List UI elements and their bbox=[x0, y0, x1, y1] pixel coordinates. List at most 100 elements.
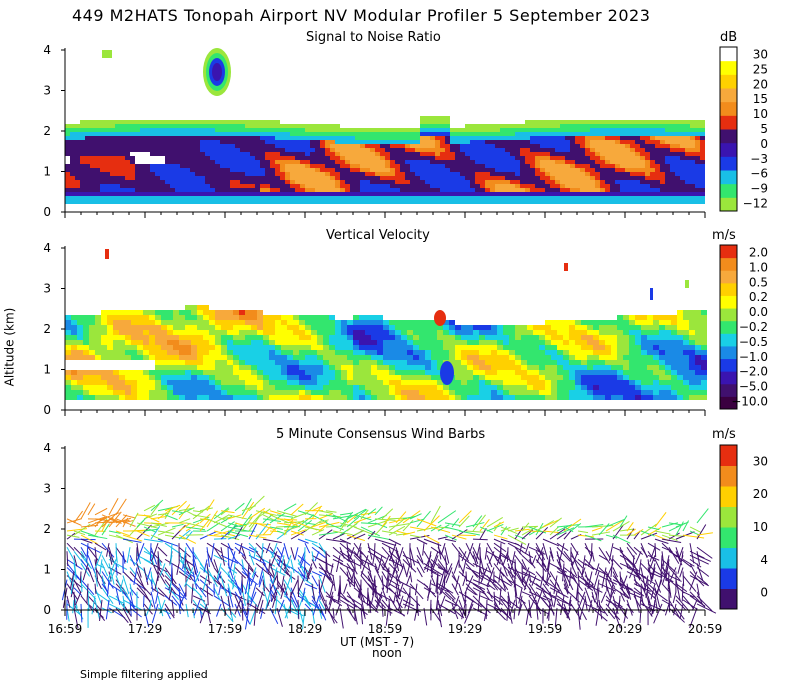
wind-colorbar-label: 0 bbox=[760, 586, 768, 600]
y-tick-label: 2 bbox=[43, 322, 51, 336]
snr-colorbar-label: 15 bbox=[753, 92, 768, 106]
vv-colorbar-segment bbox=[720, 257, 737, 271]
vv-colorbar-label: −10.0 bbox=[731, 395, 768, 409]
wind-colorbar bbox=[719, 444, 738, 610]
figure-title: 449 M2HATS Tonopah Airport NV Modular Pr… bbox=[72, 6, 651, 25]
wind-panel-title: 5 Minute Consensus Wind Barbs bbox=[276, 427, 486, 442]
y-tick-label: 0 bbox=[43, 403, 51, 417]
snr-colorbar-label: −3 bbox=[750, 152, 768, 166]
vv-colorbar-label: 2.0 bbox=[749, 245, 768, 259]
panel-frame-1 bbox=[61, 48, 706, 218]
vv-colorbar-segment bbox=[720, 383, 737, 397]
snr-colorbar-segment bbox=[720, 47, 737, 62]
x-tick-label: 16:59 bbox=[48, 622, 83, 636]
wind-colorbar-segment bbox=[720, 568, 737, 589]
wind-units: m/s bbox=[712, 427, 736, 442]
vv-colorbar-label: −5.0 bbox=[739, 380, 768, 394]
snr-units: dB bbox=[720, 30, 738, 45]
vv-colorbar-label: −1.0 bbox=[739, 350, 768, 364]
x-tick-label: 20:59 bbox=[688, 622, 723, 636]
vv-colorbar-segment bbox=[720, 371, 737, 385]
snr-colorbar-label: −9 bbox=[750, 182, 768, 196]
y-tick-label: 3 bbox=[43, 482, 51, 496]
x-tick-label: 17:59 bbox=[208, 622, 243, 636]
x-axis-sublabel: noon bbox=[372, 646, 402, 660]
snr-colorbar-label: 0 bbox=[760, 137, 768, 151]
y-tick-label: 4 bbox=[43, 241, 51, 255]
y-tick-label: 4 bbox=[43, 43, 51, 57]
x-tick-label: 19:59 bbox=[528, 622, 563, 636]
snr-colorbar-label: 5 bbox=[760, 122, 768, 136]
wind-colorbar-segment bbox=[720, 527, 737, 548]
y-tick-label: 0 bbox=[43, 603, 51, 617]
footnote: Simple filtering applied bbox=[80, 668, 208, 681]
snr-colorbar bbox=[719, 46, 738, 212]
vv-panel-title: Vertical Velocity bbox=[326, 228, 430, 243]
vv-colorbar-segment bbox=[720, 245, 737, 259]
snr-colorbar-segment bbox=[720, 183, 737, 198]
vv-colorbar-label: 0.2 bbox=[749, 290, 768, 304]
wind-colorbar-label: 30 bbox=[753, 454, 768, 468]
snr-colorbar-label: 20 bbox=[753, 77, 768, 91]
vv-colorbar-segment bbox=[720, 333, 737, 347]
x-tick-label: 19:29 bbox=[448, 622, 483, 636]
snr-colorbar-segment bbox=[720, 88, 737, 103]
snr-colorbar-label: −6 bbox=[750, 167, 768, 181]
vv-colorbar-segment bbox=[720, 345, 737, 360]
x-tick-label: 18:29 bbox=[288, 622, 323, 636]
vv-colorbar-label: 0.0 bbox=[749, 305, 768, 319]
snr-colorbar-segment bbox=[720, 197, 737, 212]
snr-colorbar-label: 10 bbox=[753, 107, 768, 121]
x-tick-label: 17:29 bbox=[128, 622, 163, 636]
y-tick-label: 3 bbox=[43, 84, 51, 98]
wind-colorbar-segment bbox=[720, 588, 737, 610]
wind-colorbar-label: 10 bbox=[753, 520, 768, 534]
snr-colorbar-segment bbox=[720, 142, 737, 157]
vv-colorbar-segment bbox=[720, 270, 737, 284]
wind-colorbar-label: 20 bbox=[753, 487, 768, 501]
wind-colorbar-segment bbox=[720, 465, 737, 487]
vv-colorbar-segment bbox=[720, 295, 737, 309]
vv-colorbar-segment bbox=[720, 396, 737, 410]
wind-colorbar-segment bbox=[720, 506, 737, 528]
snr-colorbar-segment bbox=[720, 129, 737, 144]
vv-colorbar-segment bbox=[720, 282, 737, 296]
x-tick-label: 18:59 bbox=[368, 622, 403, 636]
y-tick-label: 0 bbox=[43, 205, 51, 219]
wind-colorbar-segment bbox=[720, 445, 737, 466]
wind-colorbar-segment bbox=[720, 547, 737, 569]
snr-colorbar-segment bbox=[720, 74, 737, 89]
snr-colorbar-segment bbox=[720, 170, 737, 185]
vv-colorbar-label: −2.0 bbox=[739, 365, 768, 379]
x-axis-label: UT (MST - 7) bbox=[340, 635, 415, 649]
y-tick-label: 1 bbox=[43, 165, 51, 179]
vv-colorbar-segment bbox=[720, 320, 737, 334]
vv-colorbar-label: 1.0 bbox=[749, 260, 768, 274]
snr-colorbar-segment bbox=[720, 156, 737, 171]
panel-frame-3 bbox=[61, 446, 706, 616]
snr-colorbar-segment bbox=[720, 60, 737, 75]
x-tick-label: 20:29 bbox=[608, 622, 643, 636]
panel-frame-2 bbox=[61, 246, 706, 416]
snr-panel-title: Signal to Noise Ratio bbox=[306, 30, 441, 45]
y-tick-label: 2 bbox=[43, 522, 51, 536]
vv-colorbar-label: 0.5 bbox=[749, 275, 768, 289]
snr-colorbar-segment bbox=[720, 115, 737, 130]
snr-colorbar-segment bbox=[720, 101, 737, 116]
vv-colorbar bbox=[719, 244, 738, 410]
vv-units: m/s bbox=[712, 228, 736, 243]
wind-colorbar-label: 4 bbox=[760, 553, 768, 567]
y-tick-label: 2 bbox=[43, 124, 51, 138]
snr-colorbar-label: −12 bbox=[743, 197, 768, 211]
vv-colorbar-label: −0.5 bbox=[739, 335, 768, 349]
wind-colorbar-segment bbox=[720, 486, 737, 507]
snr-heatmap bbox=[65, 48, 705, 204]
wind-barbs bbox=[61, 495, 717, 630]
y-axis-label: Altitude (km) bbox=[2, 307, 17, 387]
vv-colorbar-segment bbox=[720, 358, 737, 372]
vv-colorbar-segment bbox=[720, 308, 737, 322]
y-tick-label: 3 bbox=[43, 282, 51, 296]
y-tick-label: 4 bbox=[43, 441, 51, 455]
vertical-velocity-heatmap bbox=[65, 249, 707, 400]
